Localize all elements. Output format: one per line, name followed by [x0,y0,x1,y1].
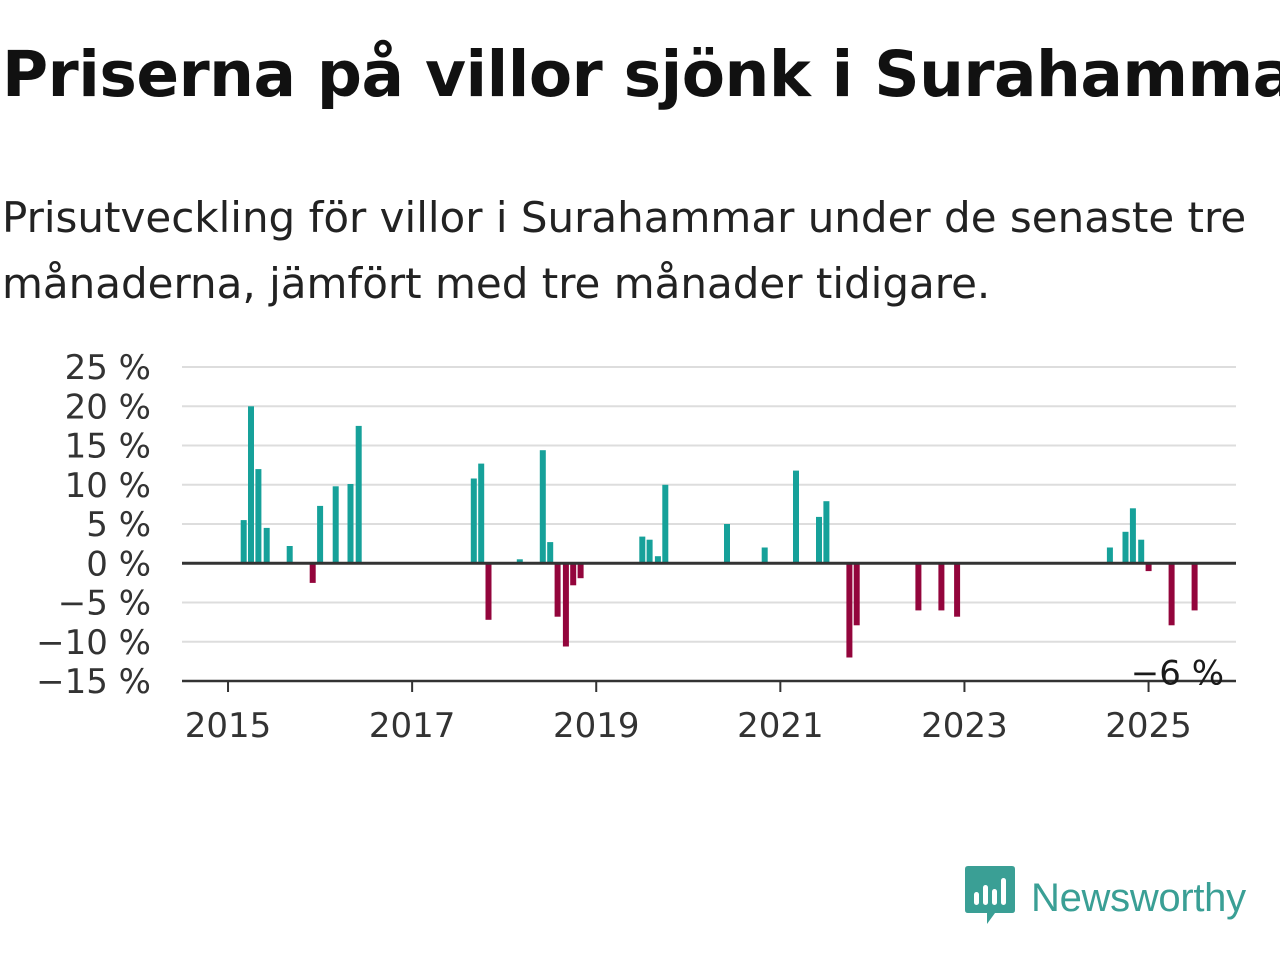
bar [646,539,653,564]
bar [1145,563,1152,572]
bar [1191,563,1198,611]
bar [938,563,945,611]
axes [182,561,1236,692]
y-tick-label: 25 % [65,348,151,388]
bar [1106,547,1113,564]
bar [286,546,293,564]
bar [639,536,646,564]
y-tick-label: −5 % [58,584,151,624]
bar [554,563,561,617]
bar [1168,563,1175,626]
gridlines [182,366,1236,643]
newsworthy-logo-icon [965,866,1015,930]
bar [724,524,730,564]
x-tick-label: 2023 [921,706,1008,746]
bar [240,520,247,564]
bar [1122,531,1129,564]
bar [954,563,961,617]
x-tick-label: 2025 [1105,706,1192,746]
bar [485,563,492,620]
x-tick-label: 2015 [185,706,272,746]
bar [562,563,569,647]
bar [1129,508,1136,564]
bar [915,563,922,611]
y-tick-label: −10 % [36,623,151,663]
newsworthy-logo-text: Newsworthy [1031,875,1246,920]
bar-chart: 25 %20 %15 %10 %5 %0 %−5 %−10 %−15 % 2015… [36,348,1236,746]
chart-title: Priserna på villor sjönk i Surahammar [2,38,1280,111]
bar [255,469,262,564]
x-tick-label: 2019 [553,706,640,746]
bar [355,425,362,564]
y-tick-label: 5 % [86,505,151,545]
bar [823,501,830,564]
bar [332,486,339,564]
bar [1138,539,1145,564]
last-value-annotation: −6 % [1131,653,1224,693]
x-tick-label: 2017 [369,706,456,746]
bar [309,563,316,583]
y-tick-label: −15 % [36,662,151,702]
y-tick-label: 15 % [65,427,151,467]
bar [761,547,768,564]
bar [846,563,853,658]
bar [317,505,324,564]
bar [547,542,554,564]
newsworthy-logo: Newsworthy [965,866,1246,930]
bar [793,470,799,564]
bar [478,463,485,564]
bar [263,527,270,564]
bar [853,563,860,626]
x-tick-label: 2021 [737,706,824,746]
bar [516,559,523,564]
bar [662,484,669,564]
bar [577,563,584,579]
bar [470,478,477,564]
y-tick-label: 10 % [65,466,151,506]
bars [240,406,1198,658]
y-tick-label: 20 % [65,387,151,427]
bar [248,406,254,564]
bar [539,450,546,564]
tick-labels: 25 %20 %15 %10 %5 %0 %−5 %−10 %−15 % 2015… [36,348,1224,746]
chart-subtitle: Prisutveckling för villor i Surahammar u… [2,193,1247,308]
bar [654,556,661,564]
bar [347,484,354,564]
bar [570,563,577,586]
y-tick-label: 0 % [86,544,151,584]
bar [816,516,822,564]
